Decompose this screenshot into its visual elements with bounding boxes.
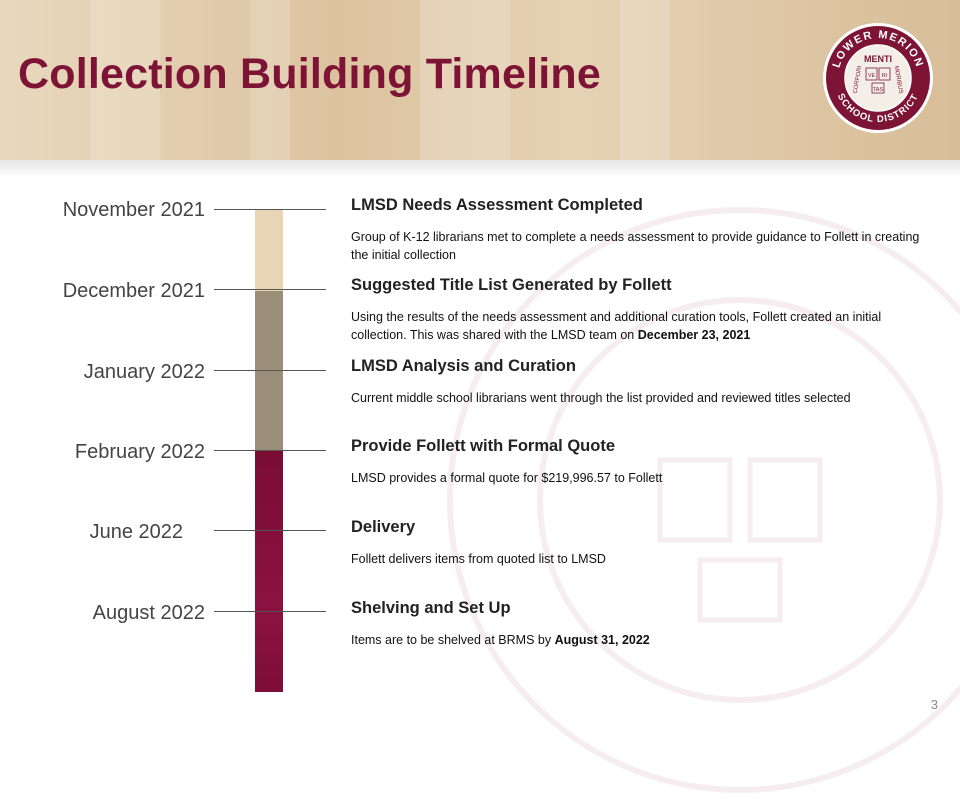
event-description: Current middle school librarians went th… (351, 391, 851, 405)
event-description: Using the results of the needs assessmen… (351, 310, 882, 342)
page-number: 3 (930, 697, 938, 712)
timeline-tick (214, 530, 326, 531)
event-description: Items are to be shelved at BRMS by Augus… (351, 633, 650, 647)
event-title: LMSD Needs Assessment Completed (351, 196, 643, 214)
event-description: Follett delivers items from quoted list … (351, 552, 606, 566)
timeline-date: February 2022 (74, 441, 205, 463)
seal-tablet-left: VE (868, 73, 876, 79)
event-title: Suggested Title List Generated by Follet… (351, 276, 672, 294)
seal-left-word: CORPORI (853, 65, 864, 94)
event-title: Delivery (351, 518, 416, 536)
timeline-event: LMSD Needs Assessment Completed Group of… (351, 196, 921, 264)
timeline-tick (214, 289, 326, 290)
timeline-tick (214, 209, 326, 210)
timeline-event: Shelving and Set Up Items are to be shel… (351, 599, 921, 649)
timeline-tick (214, 450, 326, 451)
event-title: Provide Follett with Formal Quote (351, 437, 616, 455)
timeline-date: August 2022 (92, 602, 205, 624)
event-title: Shelving and Set Up (351, 599, 511, 617)
event-description: Group of K-12 librarians met to complete… (351, 230, 920, 262)
timeline-date: June 2022 (89, 521, 183, 543)
seal-bottom-word: TAS (873, 87, 884, 93)
header-shadow (0, 160, 960, 178)
seal-right-word: MORIBUS (893, 66, 904, 95)
timeline-event: LMSD Analysis and Curation Current middl… (351, 357, 921, 407)
timeline-bar (255, 210, 283, 692)
header-band (0, 0, 960, 160)
event-title: LMSD Analysis and Curation (351, 357, 576, 375)
timeline-event: Delivery Follett delivers items from quo… (351, 518, 921, 568)
timeline-date: December 2021 (62, 280, 205, 302)
timeline-event: Provide Follett with Formal Quote LMSD p… (351, 437, 921, 487)
timeline-tick (214, 611, 326, 612)
timeline-date: November 2021 (62, 199, 205, 221)
timeline-tick (214, 370, 326, 371)
timeline-event: Suggested Title List Generated by Follet… (351, 276, 921, 344)
event-description: LMSD provides a formal quote for $219,99… (351, 471, 663, 485)
district-seal-logo: LOWER MERION SCHOOL DISTRICT MENTI CORPO… (822, 22, 934, 134)
seal-tablet-right: RI (882, 73, 888, 79)
seal-center-top: MENTI (864, 54, 892, 64)
slide-title: Collection Building Timeline (18, 50, 601, 98)
timeline-date: January 2022 (83, 361, 205, 383)
